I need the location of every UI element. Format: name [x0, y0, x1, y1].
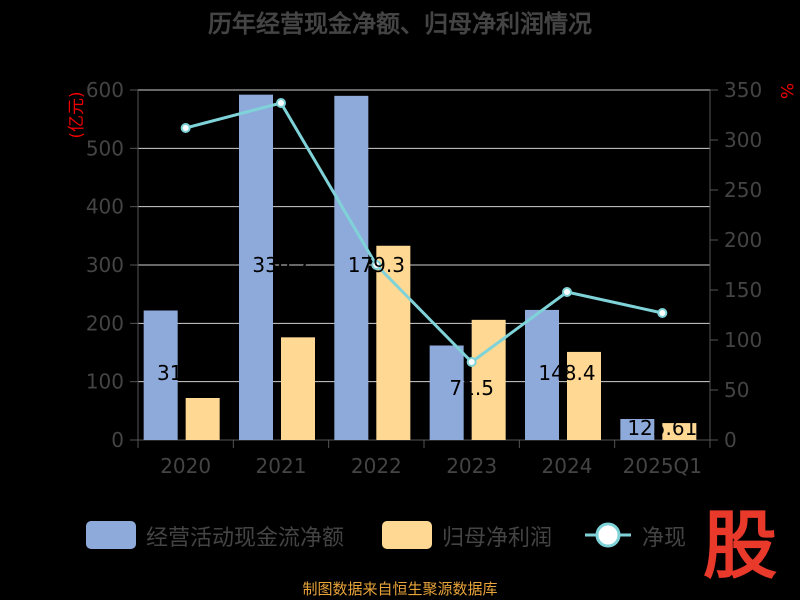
chart-title: 历年经营现金净额、归母净利润情况: [208, 10, 592, 38]
legend-swatch: [382, 521, 432, 549]
source-note: 制图数据来自恒生聚源数据库: [302, 580, 498, 598]
y-right-tick-label: 50: [724, 378, 749, 402]
axes: 0 100 200 300 400 500 600 0 50 100 150 200 250 300 350…: [67, 78, 796, 478]
line-series: [180, 98, 668, 367]
data-label: 148.4: [538, 361, 595, 385]
line-path: [185, 101, 663, 364]
y-left-axis-title: (亿元): [67, 91, 87, 138]
legend-label: 净现: [642, 526, 686, 551]
data-labels: 312.3 330.2 179.3 71.5 148.4 125.61: [157, 253, 697, 440]
x-tick-label: 2021: [256, 454, 307, 478]
y-left-tick-label: 200: [86, 311, 124, 335]
y-left-tick-label: 0: [111, 428, 124, 452]
y-right-tick-label: 300: [724, 128, 762, 152]
x-tick-label: 2020: [160, 454, 211, 478]
bar-经营活动现金流净额: [620, 419, 655, 440]
bar-归母净利润: [185, 398, 220, 440]
bar-经营活动现金流净额: [334, 95, 369, 440]
line-point: [371, 260, 382, 270]
x-tick-label: 2023: [446, 454, 497, 478]
bars: [143, 94, 697, 441]
y-left-tick-label: 300: [86, 253, 124, 277]
x-tick-label: 2024: [542, 454, 593, 478]
grid: [138, 89, 710, 383]
x-tick-label: 2022: [351, 454, 402, 478]
legend-swatch-marker: [595, 522, 621, 548]
data-label: 179.3: [348, 253, 405, 277]
y-right-tick-label: 350: [724, 78, 762, 102]
bar-经营活动现金流净额: [239, 94, 273, 441]
data-label: 125.61: [627, 416, 697, 440]
x-tick-label: 2025Q1: [623, 454, 702, 478]
line-point: [180, 123, 191, 133]
y-right-tick-label: 200: [724, 228, 762, 252]
legend: 经营活动现金流净额 归母净利润 净现: [86, 521, 686, 551]
y-left-tick-label: 600: [86, 78, 124, 102]
legend-swatch: [86, 521, 136, 549]
bar-归母净利润: [567, 351, 601, 440]
line-point: [276, 98, 286, 108]
y-left-tick-label: 100: [86, 370, 124, 394]
bar-归母净利润: [281, 337, 315, 440]
line-point: [466, 357, 477, 367]
data-label: 312.3: [157, 361, 214, 385]
bar-经营活动现金流净额: [429, 345, 464, 440]
stamp-glyph: 股: [703, 503, 777, 589]
y-right-tick-label: 250: [724, 178, 762, 202]
y-left-tick-label: 500: [86, 136, 124, 160]
data-label: 330.2: [252, 253, 309, 277]
y-right-axis-title: %: [776, 83, 796, 99]
line-point: [657, 308, 668, 318]
y-right-tick-label: 0: [724, 428, 737, 452]
bar-经营活动现金流净额: [143, 310, 178, 440]
bar-归母净利润: [662, 423, 697, 440]
y-right-tick-label: 100: [724, 328, 762, 352]
legend-label: 经营活动现金流净额: [146, 526, 344, 551]
data-label: 71.5: [449, 376, 494, 400]
line-point: [562, 287, 572, 297]
legend-label: 归母净利润: [442, 526, 552, 551]
y-left-tick-label: 400: [86, 195, 124, 219]
bar-归母净利润: [376, 245, 411, 440]
bar-经营活动现金流净额: [525, 309, 559, 440]
y-right-tick-label: 150: [724, 278, 762, 302]
